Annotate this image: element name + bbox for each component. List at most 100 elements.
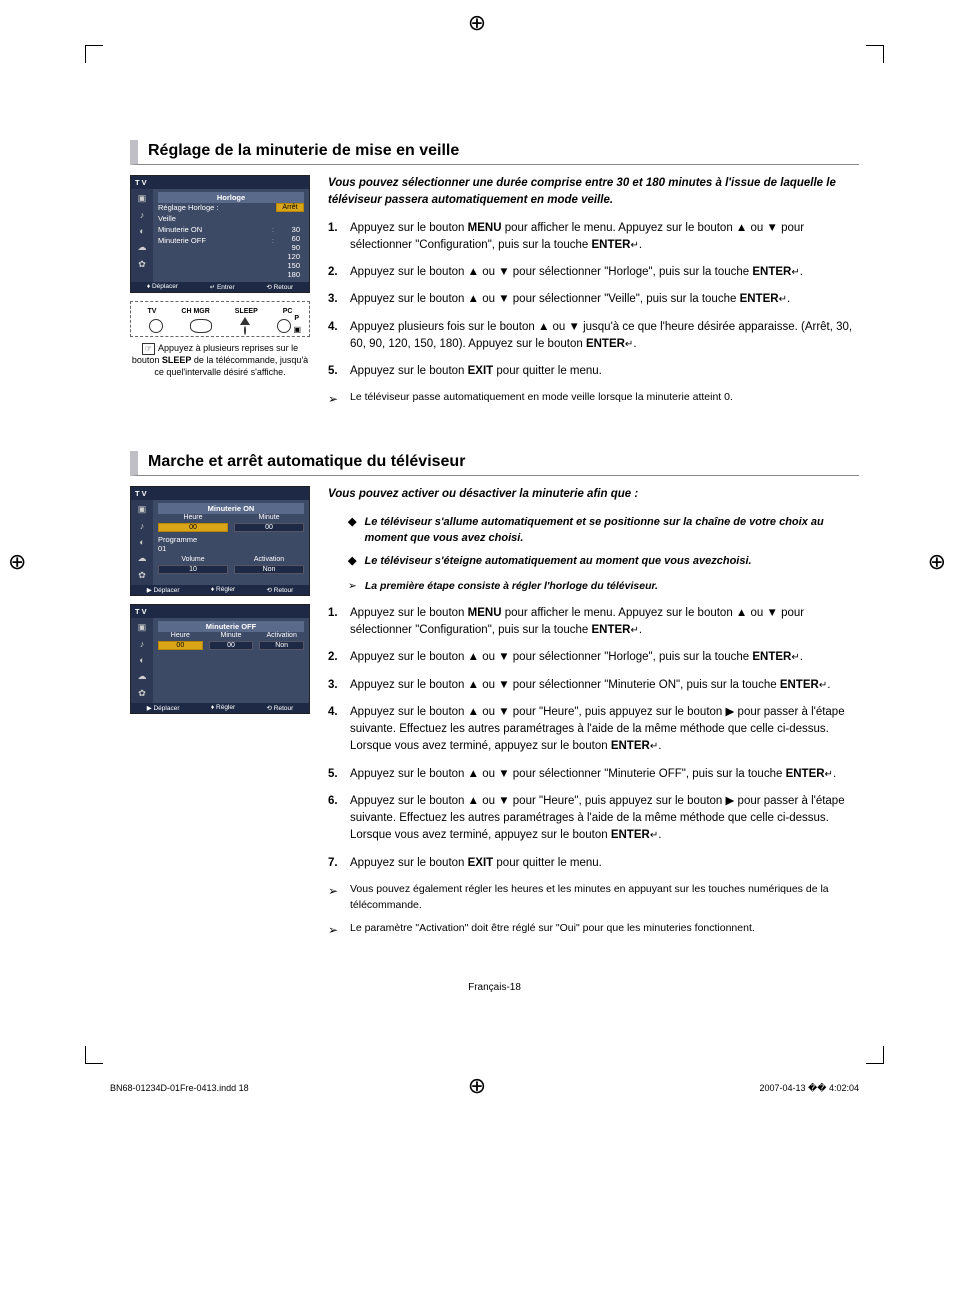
note: ➢Vous pouvez également régler les heures… bbox=[328, 882, 859, 914]
osd-footer-hint: ▶ Déplacer bbox=[147, 704, 180, 712]
osd-col-head: Volume bbox=[158, 556, 228, 563]
enter-icon: ↵ bbox=[779, 292, 787, 307]
enter-icon: ↵ bbox=[650, 828, 658, 843]
osd-row-value: Arrêt bbox=[276, 203, 304, 212]
osd-minuterie-off: T V ▣♪◐☁✿ Minuterie OFF Heure Minute Act… bbox=[130, 604, 310, 714]
registration-mark-icon: ⊕ bbox=[468, 10, 486, 36]
imprint-time: 2007-04-13 �� 4:02:04 bbox=[759, 1083, 859, 1094]
step-text: Appuyez sur le bouton ▲ ou ▼ pour sélect… bbox=[350, 677, 859, 694]
osd-col-head: Activation bbox=[234, 556, 304, 563]
osd-option: 60 bbox=[274, 234, 304, 243]
osd-footer-hint: ♦ Déplacer bbox=[147, 283, 178, 291]
registration-mark-icon: ⊕ bbox=[468, 1073, 486, 1099]
osd-col-head: Heure bbox=[158, 632, 203, 639]
section-intro: Vous pouvez activer ou désactiver la min… bbox=[328, 486, 859, 503]
step-text: Appuyez sur le bouton MENU pour afficher… bbox=[350, 220, 859, 255]
osd-title: Minuterie ON bbox=[158, 503, 304, 514]
bullet-text: Le téléviseur s'allume automatiquement e… bbox=[364, 514, 859, 547]
section-sleep-timer: Réglage de la minuterie de mise en veill… bbox=[130, 140, 859, 416]
osd-value: 01 bbox=[158, 544, 198, 553]
remote-sleep-button bbox=[240, 317, 250, 334]
crop-mark-icon bbox=[85, 1046, 103, 1064]
osd-col-head: Programme bbox=[158, 535, 304, 544]
osd-icon: ▣ bbox=[138, 193, 147, 204]
step-number: 1. bbox=[328, 220, 350, 255]
osd-icon: ♪ bbox=[140, 210, 145, 220]
note-arrow-icon: ➢ bbox=[328, 921, 350, 939]
osd-value: 00 bbox=[158, 523, 228, 532]
note-arrow-icon: ➢ bbox=[328, 882, 350, 914]
note-arrow-icon: ➢ bbox=[328, 390, 350, 408]
step-text: Appuyez sur le bouton ▲ ou ▼ pour sélect… bbox=[350, 264, 859, 281]
osd-value: 00 bbox=[234, 523, 304, 532]
osd-value: 10 bbox=[158, 565, 228, 574]
osd-row-label: Réglage Horloge : bbox=[158, 203, 218, 212]
remote-button-icon bbox=[277, 319, 291, 333]
step-text: Appuyez sur le bouton EXIT pour quitter … bbox=[350, 855, 859, 872]
osd-title: Minuterie OFF bbox=[158, 621, 304, 632]
osd-col-head: Activation bbox=[259, 632, 304, 639]
step-text: Appuyez sur le bouton ▲ ou ▼ pour "Heure… bbox=[350, 704, 859, 756]
steps-list: 1.Appuyez sur le bouton MENU pour affich… bbox=[328, 220, 859, 381]
osd-option: 30 bbox=[274, 225, 304, 234]
note: ➢Le téléviseur passe automatiquement en … bbox=[328, 390, 859, 408]
osd-option: 150 bbox=[274, 261, 304, 270]
step-number: 5. bbox=[328, 363, 350, 380]
enter-icon: ↵ bbox=[791, 265, 799, 280]
osd-footer-hint: ⟲ Retour bbox=[267, 586, 294, 594]
osd-col-head: Heure bbox=[158, 514, 228, 521]
section-title: Réglage de la minuterie de mise en veill… bbox=[130, 140, 859, 165]
enter-icon: ↵ bbox=[650, 739, 658, 754]
enter-icon: ↵ bbox=[791, 650, 799, 665]
step-number: 3. bbox=[328, 291, 350, 308]
crop-mark-icon bbox=[85, 45, 103, 63]
osd-icon: ◐ bbox=[139, 226, 144, 236]
enter-icon: ↵ bbox=[630, 238, 638, 253]
step-text: Appuyez plusieurs fois sur le bouton ▲ o… bbox=[350, 319, 859, 354]
remote-illustration: TV CH MGR SLEEP PC P ▣ bbox=[130, 301, 310, 337]
osd-row-label: Minuterie ON bbox=[158, 225, 202, 234]
section-auto-onoff: Marche et arrêt automatique du téléviseu… bbox=[130, 451, 859, 947]
remote-label: PC bbox=[283, 308, 293, 315]
crop-mark-icon bbox=[866, 1046, 884, 1064]
osd-tv-label: T V bbox=[135, 178, 147, 187]
step-text: Appuyez sur le bouton MENU pour afficher… bbox=[350, 605, 859, 640]
hand-icon: ☞ bbox=[142, 343, 155, 355]
osd-footer-hint: ♦ Régler bbox=[211, 704, 235, 712]
remote-label: SLEEP bbox=[235, 308, 258, 315]
osd-col-head: Minute bbox=[209, 632, 254, 639]
page-number: Français-18 bbox=[130, 982, 859, 993]
enter-icon: ↵ bbox=[630, 623, 638, 638]
bullet-text: Le téléviseur s'éteigne automatiquement … bbox=[364, 553, 751, 570]
subnote: La première étape consiste à régler l'ho… bbox=[348, 579, 859, 595]
step-text: Appuyez sur le bouton ▲ ou ▼ pour "Heure… bbox=[350, 793, 859, 845]
bullet-list: Le téléviseur s'allume automatiquement e… bbox=[348, 514, 859, 570]
step-number: 4. bbox=[328, 319, 350, 354]
remote-p-label: P bbox=[294, 315, 299, 322]
osd-footer-hint: ▶ Déplacer bbox=[147, 586, 180, 594]
remote-button-icon bbox=[190, 319, 212, 333]
remote-label: CH MGR bbox=[181, 308, 209, 315]
remote-button-icon bbox=[149, 319, 163, 333]
section-intro: Vous pouvez sélectionner une durée compr… bbox=[328, 175, 859, 210]
osd-sidebar-icons: ▣♪◐☁✿ bbox=[131, 500, 153, 585]
osd-tv-label: T V bbox=[135, 489, 147, 498]
step-number: 2. bbox=[328, 649, 350, 666]
crop-mark-icon bbox=[866, 45, 884, 63]
section-title: Marche et arrêt automatique du téléviseu… bbox=[130, 451, 859, 476]
osd-value: 00 bbox=[209, 641, 254, 650]
osd-value: 00 bbox=[158, 641, 203, 650]
osd-footer-hint: ♦ Régler bbox=[211, 586, 235, 594]
osd-option: 180 bbox=[274, 270, 304, 279]
osd-horloge: T V ▣ ♪ ◐ ☁ ✿ Horloge Réglage Horloge :A… bbox=[130, 175, 310, 293]
step-text: Appuyez sur le bouton ▲ ou ▼ pour sélect… bbox=[350, 766, 859, 783]
osd-value: Non bbox=[259, 641, 304, 650]
note: ➢Le paramètre "Activation" doit être rég… bbox=[328, 921, 859, 939]
osd-minuterie-on: T V ▣♪◐☁✿ Minuterie ON Heure Minute 00 0… bbox=[130, 486, 310, 596]
step-text: Appuyez sur le bouton ▲ ou ▼ pour sélect… bbox=[350, 649, 859, 666]
osd-sidebar-icons: ▣ ♪ ◐ ☁ ✿ bbox=[131, 189, 153, 282]
enter-icon: ↵ bbox=[819, 678, 827, 693]
osd-footer-hint: ⟲ Retour bbox=[267, 704, 294, 712]
steps-list: 1.Appuyez sur le bouton MENU pour affich… bbox=[328, 605, 859, 872]
enter-icon: ↵ bbox=[825, 767, 833, 782]
